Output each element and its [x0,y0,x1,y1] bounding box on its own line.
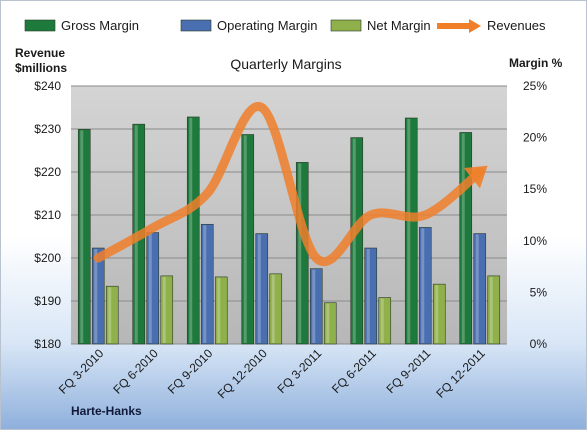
operating-margin-bar [200,223,214,345]
x-tick-label: FQ 6-2010 [110,346,161,397]
net-margin-bar [487,275,501,345]
gross-margin-bar-highlight [243,135,247,343]
legend: Gross Margin Operating Margin Net Margin Re… [24,18,546,33]
left-axis-title-line2: $millions [15,61,67,75]
operating-margin-bar-highlight [257,234,261,343]
left-tick-label: $180 [34,337,61,351]
revenues-line [93,102,485,266]
net-margin-bar-highlight [217,277,221,343]
gross-margin-bar-highlight [189,117,193,344]
operating-margin-bar-highlight [421,228,425,343]
x-tick-label: FQ 12-2011 [433,346,488,401]
right-tick-label: 0% [530,337,548,351]
left-tick-label: $210 [34,208,61,222]
left-axis-ticks: $180 $190 $200 $210 $220 $230 $240 [34,79,61,351]
net-margin-bar-highlight [435,285,439,343]
operating-margin-bar [255,233,269,345]
net-margin-bar-highlight [162,276,166,343]
company-label: Harte-Hanks [71,404,142,418]
operating-margin-bar [418,227,432,345]
net-margin-bar-highlight [489,276,493,343]
operating-margin-bar-highlight [148,233,152,343]
revenues-arrowhead [463,165,488,189]
right-tick-label: 20% [523,131,547,145]
gross-margin-bar-highlight [80,130,84,343]
gross-margin-bar [186,116,200,345]
gross-margin-bar [295,162,309,345]
net-margin-bar [160,275,174,345]
gross-margin-bar [459,132,473,345]
right-axis-title: Margin % [509,56,563,70]
operating-margin-bar [364,247,378,345]
revenues-legend-arrow [469,19,481,33]
right-tick-label: 10% [523,234,547,248]
operating-margin-legend-label: Operating Margin [217,18,317,33]
right-tick-label: 25% [523,79,547,93]
net-margin-bar-highlight [380,298,384,343]
operating-margin-bar [309,268,323,345]
net-margin-bar [323,302,337,345]
left-axis-title-line1: Revenue [15,46,65,60]
right-tick-label: 15% [523,182,547,196]
gross-margin-bar-highlight [298,163,302,343]
operating-margin-bar-highlight [366,249,370,343]
operating-margin-bar [91,247,105,345]
gross-margin-bar [77,129,91,345]
gross-margin-bar [404,117,418,345]
net-margin-bar [432,283,446,345]
gross-margin-bar [241,134,255,345]
left-tick-label: $230 [34,122,61,136]
left-tick-label: $200 [34,251,61,265]
left-tick-label: $240 [34,79,61,93]
operating-margin-bar-highlight [94,249,98,343]
revenues-legend-label: Revenues [487,18,546,33]
left-tick-label: $220 [34,165,61,179]
gross-margin-bar-highlight [407,118,411,343]
net-margin-bar [269,273,283,345]
operating-margin-bar [473,233,487,345]
gross-margin-legend-label: Gross Margin [61,18,139,33]
x-axis-ticks: FQ 3-2010 FQ 6-2010 FQ 9-2010 FQ 12-2010 FQ … [56,346,488,401]
x-tick-label: FQ 12-2010 [215,346,270,401]
net-margin-legend-label: Net Margin [367,18,431,33]
x-tick-label: FQ 6-2011 [329,346,379,396]
operating-margin-bar-highlight [475,234,479,343]
gross-margin-bar-highlight [461,133,465,343]
x-tick-label: FQ 3-2010 [56,346,107,397]
net-margin-bar-highlight [271,274,275,343]
bar-series [77,116,501,345]
net-margin-bar [105,285,119,345]
x-tick-label: FQ 9-2011 [384,346,434,396]
chart-title: Quarterly Margins [230,56,341,72]
x-tick-label: FQ 9-2010 [165,346,216,397]
net-margin-bar [214,276,228,345]
right-tick-label: 5% [530,285,548,299]
net-margin-bar-highlight [108,287,112,343]
operating-margin-bar-highlight [312,269,316,343]
operating-margin-legend-swatch [180,19,212,32]
x-tick-label: FQ 3-2011 [275,346,325,396]
gross-margin-legend-swatch [24,19,56,32]
operating-margin-bar-highlight [203,225,207,343]
left-tick-label: $190 [34,294,61,308]
operating-margin-bar [146,232,160,345]
net-margin-bar [378,297,392,345]
net-margin-legend-swatch [330,19,362,32]
right-axis-ticks: 0% 5% 10% 15% 20% 25% [523,79,547,351]
revenue-line [93,102,488,266]
gross-margin-bar-highlight [352,138,356,343]
net-margin-bar-highlight [326,303,330,343]
